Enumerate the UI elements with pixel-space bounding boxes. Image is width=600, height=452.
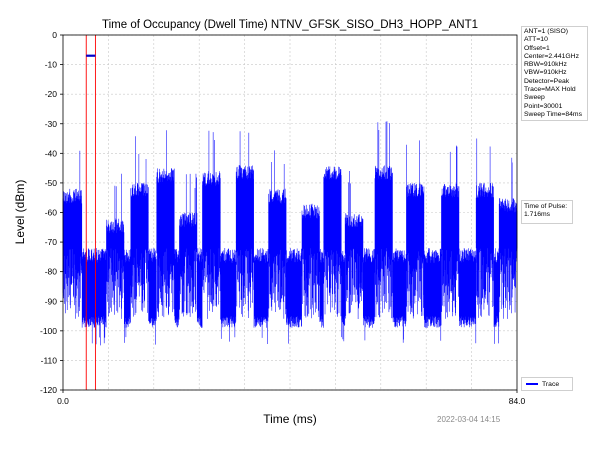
y-axis-ticks: 0 -10 -20 -30 -40 -50 -60 -70 -80 -90 -100 -110 -120 — [40, 30, 63, 395]
y-tick-label: -100 — [40, 326, 57, 336]
y-tick-label: -20 — [45, 89, 58, 99]
pulse-value: 1.716ms — [524, 211, 551, 219]
x-axis-ticks: 0.0 84.0 — [57, 390, 526, 406]
info-line: ANT=1 (SISO) — [524, 28, 569, 35]
info-line: Sweep Point=30001 — [524, 94, 563, 110]
y-tick-label: -70 — [45, 237, 58, 247]
x-axis-label: Time (ms) — [263, 412, 317, 426]
y-tick-label: -110 — [41, 355, 58, 365]
timestamp: 2022-03-04 14:15 — [437, 415, 501, 424]
y-tick-label: -40 — [45, 148, 58, 158]
pulse-label: Time of Pulse: — [524, 203, 568, 210]
y-tick-label: -80 — [45, 267, 58, 277]
markers — [85, 35, 96, 390]
y-axis-label: Level (dBm) — [13, 180, 27, 245]
info-line: Center=2.441GHz — [524, 52, 579, 60]
x-tick-label: 84.0 — [509, 396, 526, 406]
y-tick-label: -50 — [45, 178, 58, 188]
y-tick-label: -30 — [45, 119, 58, 129]
legend: Trace — [521, 377, 573, 391]
info-line: Offset=1 — [524, 44, 550, 52]
y-tick-label: -120 — [40, 385, 57, 395]
x-tick-label: 0.0 — [57, 396, 69, 406]
time-of-pulse-box: Time of Pulse: 1.716ms — [521, 200, 573, 224]
legend-label: Trace — [542, 380, 560, 388]
info-line: VBW=910kHz — [524, 69, 567, 77]
info-line: Sweep Time=84ms — [524, 110, 582, 118]
trace-line — [62, 121, 518, 346]
legend-swatch — [526, 383, 538, 385]
chart-title: Time of Occupancy (Dwell Time) NTNV_GFSK… — [102, 19, 478, 31]
info-line: Trace=MAX Hold — [524, 86, 576, 94]
info-line: RBW=910kHz — [524, 61, 567, 69]
y-tick-label: 0 — [52, 30, 57, 40]
y-tick-label: -60 — [45, 208, 58, 218]
info-line: ATT=10 — [524, 36, 548, 44]
trace-series — [62, 121, 518, 346]
measurement-info-box: ANT=1 (SISO) ATT=10 Offset=1 Center=2.44… — [521, 26, 588, 122]
info-line: Detector=Peak — [524, 77, 570, 85]
y-tick-label: -90 — [45, 296, 58, 306]
y-tick-label: -10 — [45, 60, 58, 70]
